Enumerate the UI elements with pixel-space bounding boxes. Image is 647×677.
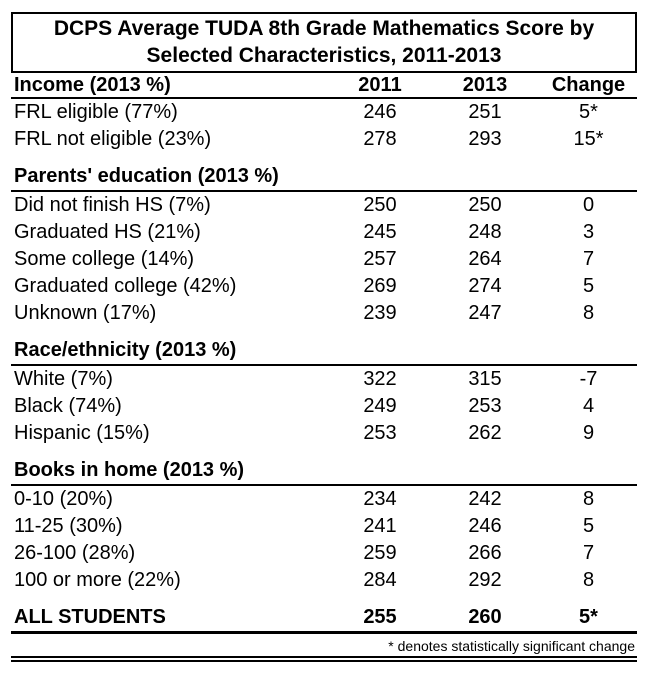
table-row: Graduated HS (21%) 245 248 3 bbox=[11, 219, 637, 246]
value-change: 7 bbox=[582, 248, 595, 270]
value-2011: 239 bbox=[363, 302, 397, 324]
value-2013: 292 bbox=[468, 569, 502, 591]
row-label: Graduated college (42%) bbox=[14, 275, 237, 297]
value-2011: 246 bbox=[363, 101, 397, 123]
value-2013: 248 bbox=[468, 221, 502, 243]
value-2013: 251 bbox=[468, 101, 502, 123]
value-2011: 284 bbox=[363, 569, 397, 591]
value-change: 5 bbox=[582, 275, 595, 297]
table-header-row: Income (2013 %) 2011 2013 Change bbox=[11, 73, 637, 99]
value-2011: 278 bbox=[363, 128, 397, 150]
value-change: 9 bbox=[582, 422, 595, 444]
table-row: 0-10 (20%) 234 242 8 bbox=[11, 486, 637, 513]
row-label: White (7%) bbox=[14, 368, 113, 390]
table-row: 26-100 (28%) 259 266 7 bbox=[11, 540, 637, 567]
footnote: * denotes statistically significant chan… bbox=[388, 638, 635, 654]
value-2013: 315 bbox=[468, 368, 502, 390]
column-header-2011: 2011 bbox=[358, 74, 402, 96]
table-body: FRL eligible (77%) 246 251 5* FRL not eligib… bbox=[11, 99, 637, 594]
table-row: Graduated college (42%) 269 274 5 bbox=[11, 273, 637, 300]
table-title: DCPS Average TUDA 8th Grade Mathematics … bbox=[11, 12, 637, 73]
row-label: Graduated HS (21%) bbox=[14, 221, 201, 243]
value-change: 0 bbox=[582, 194, 595, 216]
value-2013: 246 bbox=[468, 515, 502, 537]
value-change: 5 bbox=[582, 515, 595, 537]
row-label: Black (74%) bbox=[14, 395, 122, 417]
value-change: 4 bbox=[582, 395, 595, 417]
value-2011: 253 bbox=[363, 422, 397, 444]
title-line-2: Selected Characteristics, 2011-2013 bbox=[146, 44, 502, 67]
row-label: Did not finish HS (7%) bbox=[14, 194, 211, 216]
section-title: Books in home (2013 %) bbox=[11, 457, 637, 486]
value-change: 8 bbox=[582, 302, 595, 324]
value-change: 15* bbox=[573, 128, 604, 150]
value-2011: 241 bbox=[363, 515, 397, 537]
value-2011: 234 bbox=[363, 488, 397, 510]
table-row: Hispanic (15%) 253 262 9 bbox=[11, 420, 637, 447]
value-2011: 250 bbox=[363, 194, 397, 216]
row-label: 0-10 (20%) bbox=[14, 488, 113, 510]
value-change: -7 bbox=[579, 368, 598, 390]
row-label: 11-25 (30%) bbox=[14, 515, 123, 537]
row-label: Hispanic (15%) bbox=[14, 422, 150, 444]
value-2013: 250 bbox=[468, 194, 502, 216]
value-2011: 249 bbox=[363, 395, 397, 417]
value-2013: 264 bbox=[468, 248, 502, 270]
column-header-change: Change bbox=[551, 74, 626, 96]
value-2013: 293 bbox=[468, 128, 502, 150]
table-row: 100 or more (22%) 284 292 8 bbox=[11, 567, 637, 594]
row-label: FRL eligible (77%) bbox=[14, 101, 178, 123]
value-change: 8 bbox=[582, 488, 595, 510]
column-header-2013: 2013 bbox=[462, 74, 508, 96]
table-row: Some college (14%) 257 264 7 bbox=[11, 246, 637, 273]
value-change: 5* bbox=[579, 101, 598, 123]
value-2013: 274 bbox=[468, 275, 502, 297]
table-row: 11-25 (30%) 241 246 5 bbox=[11, 513, 637, 540]
table-row: White (7%) 322 315 -7 bbox=[11, 366, 637, 393]
value-2011: 245 bbox=[363, 221, 397, 243]
row-label: FRL not eligible (23%) bbox=[14, 128, 212, 150]
value-change: 7 bbox=[582, 542, 595, 564]
total-value-2011: 255 bbox=[363, 606, 397, 628]
column-header-income: Income (2013 %) bbox=[14, 74, 171, 96]
table-row: FRL eligible (77%) 246 251 5* bbox=[11, 99, 637, 126]
value-2013: 242 bbox=[468, 488, 502, 510]
value-change: 8 bbox=[582, 569, 595, 591]
table-row: Unknown (17%) 239 247 8 bbox=[11, 300, 637, 327]
row-label: Unknown (17%) bbox=[14, 302, 157, 324]
section-title: Race/ethnicity (2013 %) bbox=[11, 337, 637, 366]
total-label: ALL STUDENTS bbox=[14, 606, 166, 628]
row-label: Some college (14%) bbox=[14, 248, 195, 270]
row-label: 100 or more (22%) bbox=[14, 569, 181, 591]
total-row: ALL STUDENTS 255 260 5* bbox=[11, 603, 637, 634]
value-2011: 259 bbox=[363, 542, 397, 564]
row-label: 26-100 (28%) bbox=[14, 542, 136, 564]
table-row: Did not finish HS (7%) 250 250 0 bbox=[11, 192, 637, 219]
value-2013: 253 bbox=[468, 395, 502, 417]
value-2011: 257 bbox=[363, 248, 397, 270]
value-change: 3 bbox=[582, 221, 595, 243]
title-line-1: DCPS Average TUDA 8th Grade Mathematics … bbox=[53, 17, 595, 40]
total-value-change: 5* bbox=[579, 606, 598, 628]
value-2013: 266 bbox=[468, 542, 502, 564]
value-2013: 247 bbox=[468, 302, 502, 324]
value-2011: 269 bbox=[363, 275, 397, 297]
table-row: FRL not eligible (23%) 278 293 15* bbox=[11, 126, 637, 153]
bottom-rule bbox=[11, 656, 637, 662]
value-2013: 262 bbox=[468, 422, 502, 444]
total-value-2013: 260 bbox=[468, 606, 502, 628]
table-row: Black (74%) 249 253 4 bbox=[11, 393, 637, 420]
value-2011: 322 bbox=[363, 368, 397, 390]
section-title: Parents' education (2013 %) bbox=[11, 163, 637, 192]
